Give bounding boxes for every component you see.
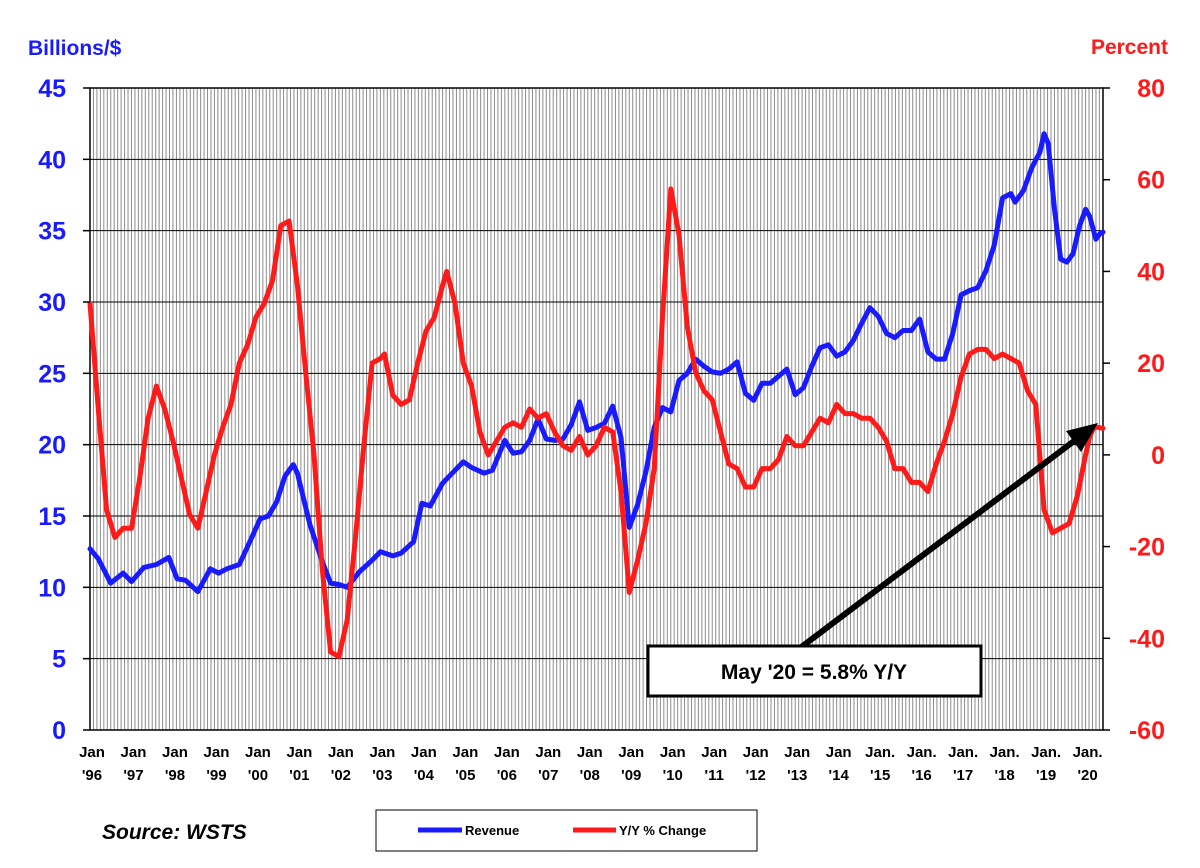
- x-tick-label: Jan.: [948, 744, 978, 761]
- x-tick-label: Jan: [79, 744, 105, 761]
- x-tick-year: '06: [497, 767, 517, 784]
- left-tick-label: 15: [38, 503, 66, 531]
- grid: [90, 87, 1103, 731]
- x-tick-year: '14: [829, 767, 850, 784]
- left-tick-label: 20: [38, 432, 66, 460]
- x-tick-label: Jan: [784, 744, 810, 761]
- x-tick-label: Jan.: [907, 744, 937, 761]
- x-tick-label: Jan.: [1073, 744, 1103, 761]
- x-tick-year: '17: [953, 767, 973, 784]
- x-tick-year: '11: [705, 767, 724, 784]
- x-tick-year: '03: [372, 767, 392, 784]
- x-tick-label: Jan: [660, 744, 686, 761]
- x-tick-year: '07: [538, 767, 558, 784]
- axis-layer: 45 40 35 30 25 20 15 10 5 0 80 60 40 20 0 -20 -40 -60 Jan '…: [38, 75, 1165, 784]
- source-label: Source: WSTS: [102, 821, 247, 844]
- x-tick-year: '19: [1036, 767, 1056, 784]
- x-tick-year: '20: [1077, 767, 1097, 784]
- x-tick-year: '04: [414, 767, 435, 784]
- annotation: May '20 = 5.8% Y/Y: [646, 423, 1098, 698]
- right-tick-label: 60: [1137, 167, 1165, 195]
- series-line-y-y-change: [87, 186, 1106, 660]
- right-tick-label: 20: [1137, 350, 1165, 378]
- x-tick-label: Jan: [411, 744, 437, 761]
- x-tick-label: Jan.: [990, 744, 1020, 761]
- x-tick-label: Jan.: [1031, 744, 1061, 761]
- x-tick-label: Jan.: [865, 744, 895, 761]
- x-tick-label: Jan: [577, 744, 603, 761]
- right-tick-label: 80: [1137, 75, 1165, 103]
- right-tick-label: -20: [1129, 534, 1165, 562]
- x-tick-year: '13: [787, 767, 807, 784]
- annotation-arrowhead: [1066, 423, 1098, 452]
- annotation-text: May '20 = 5.8% Y/Y: [721, 661, 907, 684]
- left-tick-label: 35: [38, 218, 66, 246]
- x-tick-year: '98: [165, 767, 185, 784]
- legend: Revenue Y/Y % Change: [375, 809, 758, 852]
- x-tick-year: '97: [123, 767, 143, 784]
- x-tick-year: '05: [455, 767, 475, 784]
- x-tick-year: '12: [746, 767, 766, 784]
- x-tick-year: '09: [621, 767, 641, 784]
- annotation-box: [646, 644, 983, 698]
- x-tick-year: '10: [663, 767, 683, 784]
- legend-label-revenue: Revenue: [465, 823, 519, 838]
- x-tick-year: '00: [248, 767, 268, 784]
- x-tick-year: '96: [82, 767, 102, 784]
- x-tick-label: Jan: [535, 744, 561, 761]
- x-tick-year: '99: [206, 767, 226, 784]
- left-tick-label: 45: [38, 75, 66, 103]
- right-axis-title: Percent: [1091, 36, 1168, 59]
- x-tick-label: Jan: [204, 744, 230, 761]
- x-tick-year: '02: [331, 767, 351, 784]
- right-tick-label: 40: [1137, 258, 1165, 286]
- series-layer: [87, 131, 1106, 660]
- x-tick-year: '15: [870, 767, 890, 784]
- right-tick-label: -40: [1129, 625, 1165, 653]
- x-tick-label: Jan: [452, 744, 478, 761]
- plot-area: [89, 87, 1104, 731]
- x-tick-label: Jan: [245, 744, 271, 761]
- left-tick-label: 30: [38, 289, 66, 317]
- x-tick-label: Jan: [328, 744, 354, 761]
- left-tick-label: 40: [38, 146, 66, 174]
- right-tick-label: -60: [1129, 717, 1165, 745]
- x-tick-year: '16: [912, 767, 932, 784]
- left-axis-title: Billions/$: [28, 37, 122, 60]
- left-tick-label: 0: [52, 717, 66, 745]
- x-tick-year: '18: [994, 767, 1014, 784]
- x-tick-label: Jan: [701, 744, 727, 761]
- x-tick-year: '01: [289, 767, 309, 784]
- x-tick-label: Jan: [121, 744, 147, 761]
- x-tick-label: Jan: [826, 744, 852, 761]
- x-tick-label: Jan: [369, 744, 395, 761]
- annotation-arrow: [798, 432, 1084, 651]
- x-tick-label: Jan: [494, 744, 520, 761]
- x-tick-label: Jan: [286, 744, 312, 761]
- x-tick-label: Jan: [743, 744, 769, 761]
- left-tick-label: 10: [38, 574, 66, 602]
- left-tick-label: 5: [52, 646, 66, 674]
- right-tick-label: 0: [1151, 442, 1165, 470]
- legend-label-yoy: Y/Y % Change: [619, 823, 706, 838]
- x-tick-label: Jan: [618, 744, 644, 761]
- x-tick-year: '08: [580, 767, 600, 784]
- x-tick-label: Jan: [162, 744, 188, 761]
- left-tick-label: 25: [38, 360, 66, 388]
